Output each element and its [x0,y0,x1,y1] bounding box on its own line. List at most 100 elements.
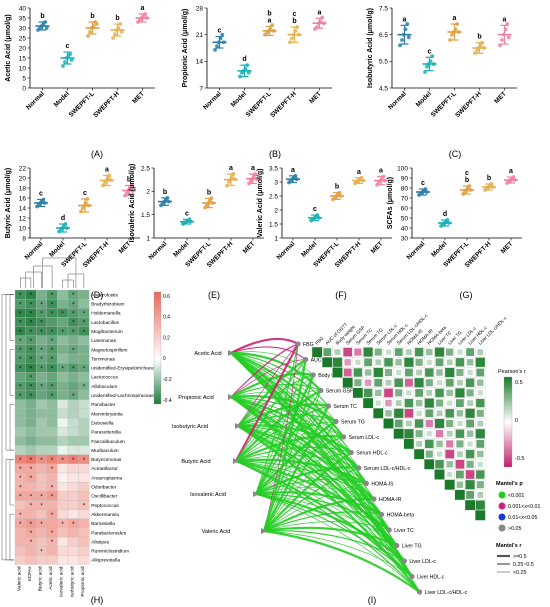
heatmap-cell [78,481,90,492]
mantel-p-label: 0.001<x<0.01 [508,504,540,510]
matrix-square [393,428,404,439]
heatmap-cell [57,381,69,391]
y-tick-label: 1.5 [141,212,150,219]
x-tick-label: Normal [25,90,46,111]
mantel-edge [255,436,344,495]
heatmap-cell [67,445,79,455]
matrix-square [446,348,454,356]
significance-star: * [30,339,33,345]
mantel-edge [263,436,344,532]
mantel-edge [235,460,375,500]
mantel-edge [263,374,314,532]
matrix-square [477,390,483,396]
matrix-square [343,347,353,357]
x-tick-label: Normal [202,90,223,111]
source-node [261,528,267,534]
matrix-square [465,378,475,387]
y-axis-title: Propionic Acid (μmol/g) [182,9,189,88]
y-tick-label: 3 [274,179,278,186]
data-point [473,51,477,56]
y-tick-label: 16 [19,195,27,202]
matrix-square [435,388,444,398]
heatmap-cell [25,481,37,492]
x-tick-label: Model [172,240,190,258]
significance-star: * [83,330,86,336]
target-label: Liver TG [402,544,422,550]
significance-letter: c [313,206,317,213]
significance-star: * [83,321,86,327]
target-node [356,465,362,471]
mantel-edge [263,511,382,532]
significance-star: * [62,330,65,336]
heatmap-colorbar-tick: 0.6 [163,294,170,300]
significance-star: * [51,394,54,400]
significance-star: * [19,293,22,299]
matrix-square [425,450,433,458]
mantel-edge [255,466,359,495]
heatmap-cell [78,353,90,364]
significance-star: * [19,458,22,464]
heatmap-cell [78,372,90,382]
heatmap-cell [25,509,37,519]
heatmap-row-label: Allobaculum [91,384,117,390]
matrix-square [396,369,402,376]
significance-letter: b [465,177,469,184]
target-label: Serum LDL-c [349,435,380,441]
significance-star: * [40,504,43,510]
significance-star: * [83,458,86,464]
matrix-square [363,398,373,408]
significance-letter: c [185,210,189,217]
heatmap-col-label: Acetic acid [48,566,54,590]
significance-star: * [83,504,86,510]
significance-star: * [40,458,43,464]
mantel-edge [230,396,352,453]
heatmap-row-label: Mogibacterium [91,329,122,335]
significance-star: * [72,366,75,372]
source-label: Valeric Acid [202,529,231,535]
heatmap-cell [46,546,58,556]
heatmap-cell [46,317,58,327]
mantel-edge [263,526,398,547]
y-tick-label: 14 [19,205,27,212]
matrix-square [446,440,454,448]
target-node [310,372,316,378]
panel-label-i: (I) [368,595,377,605]
matrix-square [476,470,485,479]
y-tick-label: 18 [19,185,27,192]
heatmap-row-label: Lactobacillus [91,320,119,326]
significance-letter: a [105,167,109,174]
source-node [253,491,259,497]
significance-star: * [40,311,43,317]
x-tick-label: SWEPFT-H [92,90,121,119]
matrix-square [465,480,475,490]
row-dendrogram-branch [1,294,14,561]
significance-star: * [51,531,54,537]
mantel-edge [230,337,299,354]
heatmap-cell [67,472,79,483]
pearson-tick: -0.5 [515,456,524,462]
matrix-square [384,368,393,377]
target-node [303,356,309,363]
matrix-square [445,409,454,418]
heatmap-cell [57,481,69,492]
data-point [69,58,74,62]
mantel-edge [255,374,315,495]
mantel-edge [235,374,314,462]
heatmap-cell [67,381,79,391]
matrix-square [342,377,353,388]
significance-star: * [83,366,86,372]
panel-label-a: (A) [91,149,103,159]
matrix-square [415,389,423,397]
heatmap-cell [36,481,47,492]
significance-star: * [30,522,33,528]
mantel-edge [263,405,330,532]
matrix-square [475,357,485,367]
matrix-square [385,399,392,407]
significance-star: * [62,458,65,464]
matrix-square [414,449,424,459]
heatmap-cell [57,509,69,519]
matrix-square [457,451,463,457]
x-tick-label: MET [370,240,385,255]
matrix-square [374,348,382,356]
significance-star: * [30,302,33,308]
